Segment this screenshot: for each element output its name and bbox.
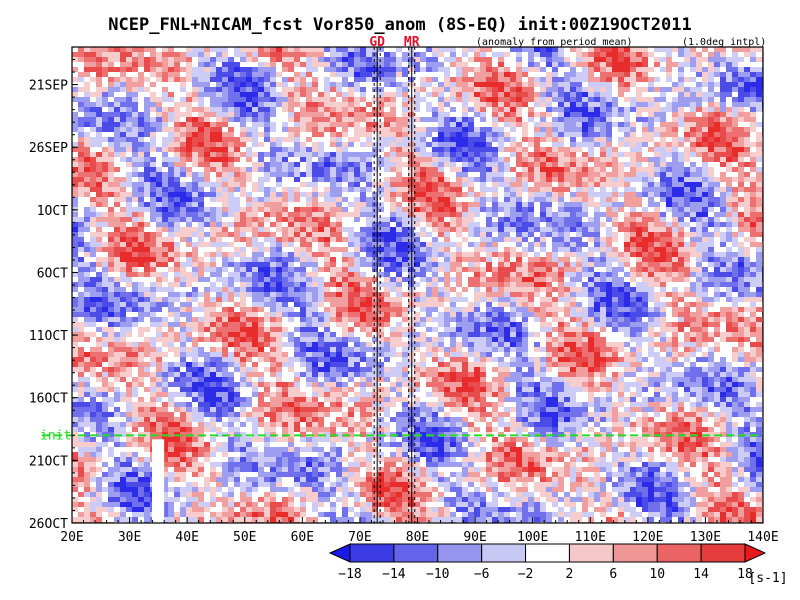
chart-title: NCEP_FNL+NICAM_fcst Vor850_anom (8S-EQ) … (108, 15, 691, 35)
colorbar-level-label-0: −18 (338, 567, 361, 582)
y-axis: 21SEP 26SEP 1OCT 6OCT 11OCT 16OCT 21OCT 26OCT (29, 59, 78, 532)
y-tick-label-21OCT: 21OCT (29, 454, 68, 469)
colorbar-swatch-9 (700, 543, 746, 563)
x-tick-label-50E: 50E (233, 530, 256, 545)
colorbar-swatch-4 (481, 543, 527, 563)
colorbar-level-label-1: −14 (382, 567, 406, 582)
colorbar-level-label-6: 6 (609, 567, 617, 582)
x-tick-label-80E: 80E (406, 530, 429, 545)
init-label: init (40, 428, 71, 443)
colorbar-swatch-0 (328, 543, 351, 563)
colorbar-level-label-9: 18 (737, 567, 753, 582)
colorbar-level-label-7: 10 (649, 567, 665, 582)
colorbar-level-label-8: 14 (693, 567, 709, 582)
reference-label-gd: GD (369, 35, 385, 50)
colorbar-swatch-2 (393, 543, 439, 563)
vorticity-field (72, 47, 763, 523)
colorbar-swatch-8 (656, 543, 702, 563)
colorbar-level-label-5: 2 (566, 567, 574, 582)
colorbar-level-label-2: −10 (426, 567, 449, 582)
x-tick-label-100E: 100E (517, 530, 548, 545)
init-line-group: init (40, 428, 763, 443)
x-tick-label-30E: 30E (118, 530, 141, 545)
y-tick-label-6OCT: 6OCT (37, 266, 68, 281)
x-tick-label-70E: 70E (348, 530, 371, 545)
y-tick-label-21SEP: 21SEP (29, 79, 68, 94)
x-tick-label-60E: 60E (291, 530, 314, 545)
y-tick-label-1OCT: 1OCT (37, 204, 68, 219)
x-tick-label-140E: 140E (747, 530, 778, 545)
anomaly-note: (anomaly from period mean) (476, 37, 633, 48)
colorbar-swatch-6 (568, 543, 614, 563)
colorbar-swatch-5 (525, 543, 570, 563)
colorbar-unit: [s-1] (748, 571, 787, 586)
x-tick-label-90E: 90E (463, 530, 486, 545)
colorbar-level-label-4: −2 (518, 567, 534, 582)
reference-lines: GD MR (369, 35, 420, 523)
x-tick-label-120E: 120E (632, 530, 663, 545)
y-tick-label-26SEP: 26SEP (29, 141, 68, 156)
y-tick-label-11OCT: 11OCT (29, 329, 68, 344)
x-axis: 20E 30E 40E 50E 60E 70E 80E 90E 100E 110E 120E 130E… (60, 517, 779, 545)
y-tick-label-16OCT: 16OCT (29, 392, 68, 407)
colorbar: −18 −14 −10 −6 −2 2 6 10 14 18 (328, 543, 767, 582)
colorbar-swatch-3 (437, 543, 483, 563)
colorbar-swatch-10 (744, 543, 767, 563)
y-tick-label-26OCT: 26OCT (29, 517, 68, 532)
x-tick-label-110E: 110E (575, 530, 606, 545)
colorbar-swatch-1 (349, 543, 395, 563)
reference-label-mr: MR (404, 35, 420, 50)
colorbar-level-label-3: −6 (474, 567, 490, 582)
x-tick-label-20E: 20E (60, 530, 83, 545)
x-tick-label-40E: 40E (175, 530, 198, 545)
x-tick-label-130E: 130E (690, 530, 721, 545)
interpolation-note: (1.0deg intpl) (682, 37, 766, 48)
colorbar-swatch-7 (612, 543, 658, 563)
